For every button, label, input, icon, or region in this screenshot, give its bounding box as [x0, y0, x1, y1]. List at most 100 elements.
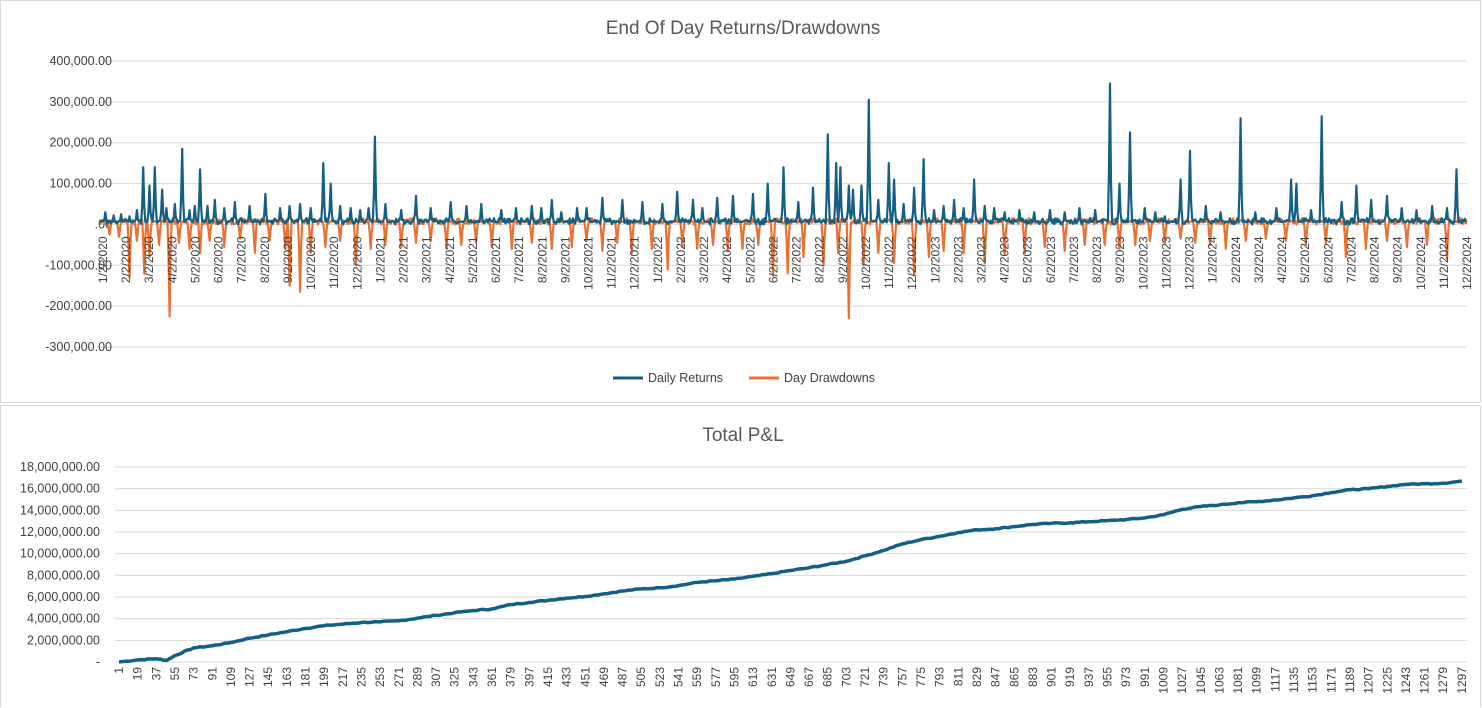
x-tick-label: 7/2/2023 [1067, 236, 1081, 283]
x-tick-label: 1/2/2022 [651, 236, 665, 283]
x-tick-label: 1081 [1231, 667, 1245, 694]
y-tick-label: 16,000,000.00 [20, 482, 100, 496]
y-tick-label: -100,000.00 [45, 258, 112, 272]
x-tick-label: 307 [429, 667, 443, 687]
x-tick-label: 11/2/2024 [1437, 236, 1451, 289]
x-tick-label: 10/2/2023 [1136, 236, 1150, 290]
x-tick-label: 10/2/2024 [1414, 236, 1428, 290]
x-tick-label: 487 [616, 667, 630, 687]
x-tick-label: 415 [541, 667, 555, 687]
x-tick-label: 4/2/2023 [998, 236, 1012, 283]
x-tick-label: 379 [504, 667, 518, 687]
x-tick-label: 6/2/2024 [1321, 236, 1335, 283]
x-tick-label: 4/2/2020 [165, 236, 179, 283]
x-tick-label: 11/2/2022 [882, 236, 896, 289]
x-tick-label: 10/2/2020 [304, 236, 318, 290]
x-tick-label: 739 [877, 667, 891, 687]
x-tick-label: 8/2/2021 [535, 236, 549, 283]
x-tick-label: 11/2/2023 [1159, 236, 1173, 289]
x-tick-label: 7/2/2020 [235, 236, 249, 283]
y-tick-label: 14,000,000.00 [20, 503, 100, 517]
x-tick-label: 12/2/2020 [350, 236, 364, 290]
x-tick-label: 9/2/2022 [836, 236, 850, 283]
x-tick-label: 433 [560, 667, 574, 687]
x-tick-label: 1063 [1212, 667, 1226, 694]
y-tick-label: 300,000.00 [49, 95, 112, 109]
x-tick-label: 235 [354, 667, 368, 687]
x-tick-label: 127 [243, 667, 257, 687]
x-tick-label: 811 [951, 667, 965, 686]
x-tick-label: 577 [709, 667, 723, 687]
x-tick-label: 6/2/2023 [1044, 236, 1058, 283]
x-tick-label: 793 [933, 667, 947, 687]
x-tick-label: 91 [205, 667, 219, 681]
x-tick-label: 649 [783, 667, 797, 687]
y-tick-label: 12,000,000.00 [20, 525, 100, 539]
x-tick-label: 163 [280, 667, 294, 687]
x-tick-label: 5/2/2022 [743, 236, 757, 283]
x-tick-label: 12/2/2022 [905, 236, 919, 290]
x-tick-label: 1 [112, 667, 126, 674]
x-tick-label: 7/2/2021 [512, 236, 526, 283]
x-tick-label: 19 [131, 667, 145, 681]
x-tick-label: 2/2/2020 [119, 236, 133, 283]
total-pnl-chart: Total P&L 18,000,000.0016,000,000.0014,0… [20, 425, 1469, 694]
x-tick-label: 991 [1138, 667, 1152, 687]
y-tick-label: 10,000,000.00 [20, 547, 100, 561]
x-tick-label: 667 [802, 667, 816, 687]
x-tick-label: 217 [336, 667, 350, 687]
x-tick-label: 9/2/2021 [558, 236, 572, 283]
x-tick-label: 10/2/2022 [859, 236, 873, 290]
x-tick-label: 109 [224, 667, 238, 687]
returns-drawdowns-chart-panel: End Of Day Returns/Drawdowns 400,000.00 3… [0, 0, 1481, 403]
x-tick-label: 1/2/2024 [1206, 236, 1220, 283]
x-tick-label: 955 [1101, 667, 1115, 687]
x-tick-label: 6/2/2022 [766, 236, 780, 283]
x-tick-label: 1117 [1268, 667, 1282, 692]
x-tick-label: 325 [448, 667, 462, 687]
x-tick-label: 7/2/2024 [1344, 236, 1358, 283]
x-tick-label: 685 [821, 667, 835, 687]
y-tick-label: 200,000.00 [49, 136, 112, 150]
x-tick-label: 271 [392, 667, 406, 687]
x-tick-label: 1225 [1380, 667, 1394, 694]
x-tick-label: 775 [914, 667, 928, 687]
x-tick-label: 1153 [1306, 667, 1320, 693]
x-tick-label: 757 [895, 667, 909, 687]
x-tick-label: 4/2/2022 [720, 236, 734, 283]
y-tick-label: 400,000.00 [49, 54, 112, 68]
x-tick-label: 361 [485, 667, 499, 687]
x-tick-label: 199 [317, 667, 331, 687]
x-tick-label: 5/2/2020 [188, 236, 202, 283]
x-tick-label: 181 [299, 667, 313, 687]
x-tick-label: 1045 [1194, 667, 1208, 694]
series-line-daily-returns [98, 82, 1468, 226]
x-tick-label: 343 [466, 667, 480, 687]
x-tick-label: 5/2/2023 [1021, 236, 1035, 283]
legend-label: Daily Returns [648, 371, 723, 385]
x-tick-label: 11/2/2021 [605, 236, 619, 289]
x-tick-label: 1027 [1175, 667, 1189, 694]
x-tick-label: 3/2/2021 [420, 236, 434, 283]
x-tick-label: 1171 [1324, 667, 1338, 693]
x-tick-label: 829 [970, 667, 984, 687]
x-tick-label: 11/2/2020 [327, 236, 341, 289]
y-tick-label: -200,000.00 [45, 299, 112, 313]
x-tick-label: 973 [1119, 667, 1133, 687]
chart-title: End Of Day Returns/Drawdowns [606, 18, 881, 39]
x-tick-label: 6/2/2021 [489, 236, 503, 283]
x-tick-label: 12/2/2024 [1460, 236, 1474, 290]
x-tick-label: 10/2/2021 [581, 236, 595, 290]
x-tick-label: 8/2/2024 [1368, 236, 1382, 283]
x-tick-label: 631 [765, 667, 779, 687]
x-tick-label: 3/2/2022 [697, 236, 711, 283]
x-tick-label: 1279 [1436, 667, 1450, 694]
x-tick-label: 1135 [1287, 667, 1301, 693]
x-tick-label: 1189 [1343, 667, 1357, 693]
x-tick-label: 289 [410, 667, 424, 687]
x-tick-label: 1009 [1156, 667, 1170, 694]
legend-label: Day Drawdowns [784, 371, 875, 385]
x-tick-label: 613 [746, 667, 760, 687]
x-tick-label: 559 [690, 667, 704, 687]
x-tick-label: 7/2/2022 [790, 236, 804, 283]
